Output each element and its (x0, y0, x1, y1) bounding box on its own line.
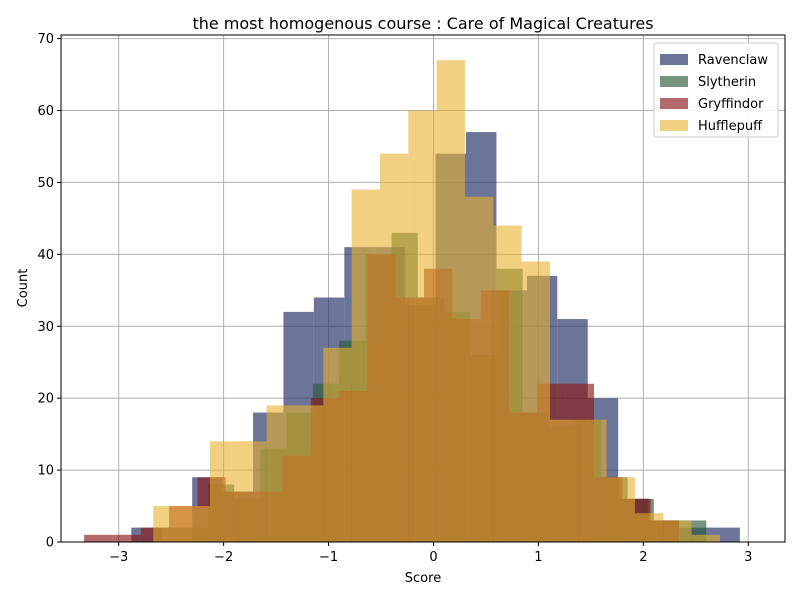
bar (294, 405, 324, 542)
plot-frame (60, 34, 786, 543)
legend-swatch (660, 54, 688, 65)
legend-swatch (660, 120, 688, 131)
bar (408, 110, 437, 543)
legend: Ravenclaw Slytherin Gryffindor Hufflepuff (653, 42, 779, 138)
x-tick-label: −3 (109, 550, 128, 565)
bar (606, 477, 635, 542)
y-tick-label: 70 (37, 32, 54, 47)
legend-label: Slytherin (698, 75, 756, 90)
bars-layer (84, 60, 740, 543)
y-tick-label: 40 (37, 248, 54, 263)
bar (493, 225, 522, 542)
y-axis-label: Count (16, 269, 31, 308)
bar (84, 534, 113, 542)
y-tick-label: 60 (37, 104, 54, 119)
bar (153, 506, 182, 542)
x-axis-label: Score (405, 571, 441, 586)
y-tick-label: 20 (37, 392, 54, 407)
y-tick-label: 30 (37, 320, 54, 335)
y-tick-label: 10 (37, 464, 54, 479)
bar (464, 196, 494, 542)
legend-box (653, 42, 779, 138)
bar (209, 441, 239, 542)
bar (351, 189, 380, 543)
bar (663, 520, 692, 542)
legend-label: Hufflepuff (698, 119, 763, 134)
y-tick-label: 50 (37, 176, 54, 191)
x-tick-label: −2 (214, 550, 233, 565)
x-tick-label: −1 (319, 550, 338, 565)
bar (634, 513, 664, 542)
bar (238, 441, 267, 542)
legend-label: Gryffindor (698, 97, 764, 112)
y-tick-label: 0 (46, 536, 54, 551)
series-hufflepuff (153, 60, 720, 543)
bar (578, 419, 607, 542)
legend-swatch (660, 76, 688, 87)
bar (691, 534, 720, 542)
bar (266, 405, 295, 542)
bar (323, 347, 352, 542)
x-tick-label: 3 (744, 550, 752, 565)
bar (549, 419, 579, 542)
bar (181, 506, 210, 542)
bar (436, 60, 465, 542)
bar (521, 261, 550, 542)
bar (112, 534, 141, 542)
bar (379, 153, 409, 542)
chart-title: the most homogenous course : Care of Mag… (192, 14, 653, 33)
legend-swatch (660, 98, 688, 109)
x-tick-label: 2 (639, 550, 647, 565)
x-axis-ticks: −3 −2 −1 0 1 2 3 (109, 542, 752, 565)
x-tick-label: 1 (534, 550, 542, 565)
x-tick-label: 0 (429, 550, 437, 565)
legend-label: Ravenclaw (698, 53, 768, 68)
y-axis-ticks: 0 10 20 30 40 50 60 70 (37, 32, 61, 551)
